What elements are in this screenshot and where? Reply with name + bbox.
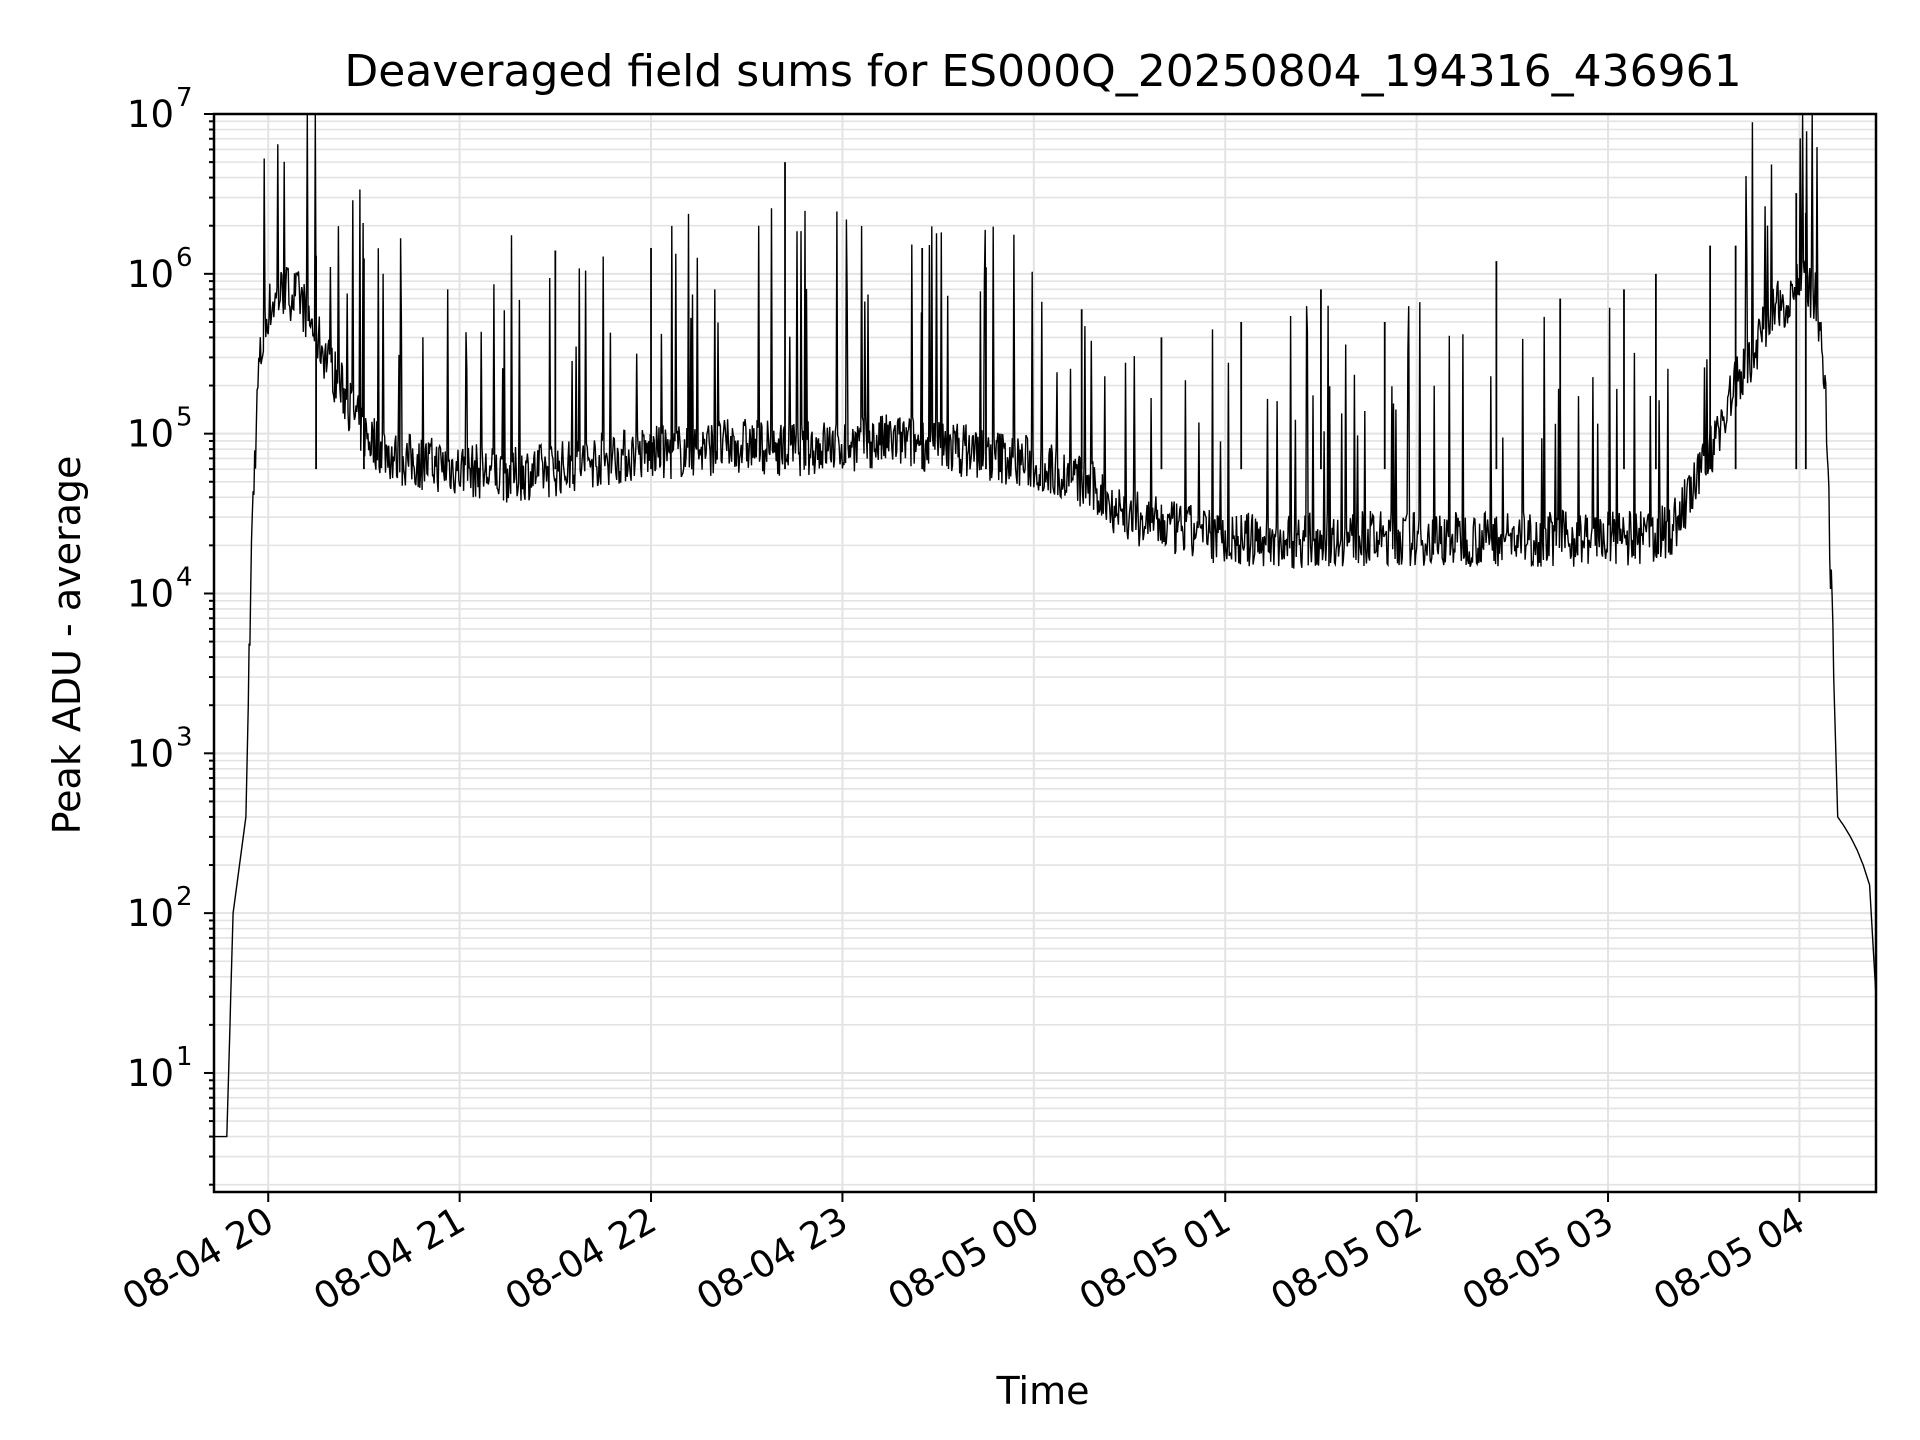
y-tick-exponent: 3 [176, 722, 193, 752]
y-tick-exponent: 4 [176, 562, 193, 592]
x-axis-label: Time [996, 1369, 1090, 1413]
x-tick-label: 08-05 02 [1264, 1199, 1430, 1319]
y-tick-label: 10 [127, 253, 174, 296]
x-tick-label: 08-05 01 [1072, 1199, 1238, 1319]
y-tick-exponent: 2 [176, 882, 193, 912]
chart-title: Deaveraged field sums for ES000Q_2025080… [344, 46, 1741, 97]
x-tick-label: 08-05 04 [1646, 1199, 1812, 1319]
x-tick-label: 08-04 22 [498, 1199, 664, 1319]
y-tick-exponent: 7 [176, 83, 193, 113]
y-tick-exponent: 1 [176, 1042, 193, 1072]
plot-frame [212, 112, 1878, 1194]
series-line [214, 113, 1877, 1138]
y-tick-label: 10 [127, 892, 174, 935]
x-tick-label: 08-05 00 [881, 1199, 1047, 1319]
y-tick-exponent: 6 [176, 243, 193, 273]
x-tick-label: 08-04 21 [307, 1199, 473, 1319]
x-tick-label: 08-05 03 [1455, 1199, 1621, 1319]
x-tick-label: 08-04 23 [689, 1199, 855, 1319]
y-tick-label: 10 [127, 732, 174, 775]
x-tick-label: 08-04 20 [115, 1199, 281, 1319]
grid-lines [214, 113, 1876, 1192]
y-tick-label: 10 [127, 413, 174, 456]
y-tick-label: 10 [127, 93, 174, 136]
series-layer [214, 113, 1877, 1138]
y-tick-label: 10 [127, 1052, 174, 1095]
y-axis-label: Peak ADU - average [45, 456, 89, 835]
x-axis-ticks: 08-04 20 08-04 21 08-04 22 08-04 23 08-05 00… [115, 1192, 1812, 1319]
y-tick-label: 10 [127, 572, 174, 615]
y-tick-exponent: 5 [176, 403, 193, 433]
